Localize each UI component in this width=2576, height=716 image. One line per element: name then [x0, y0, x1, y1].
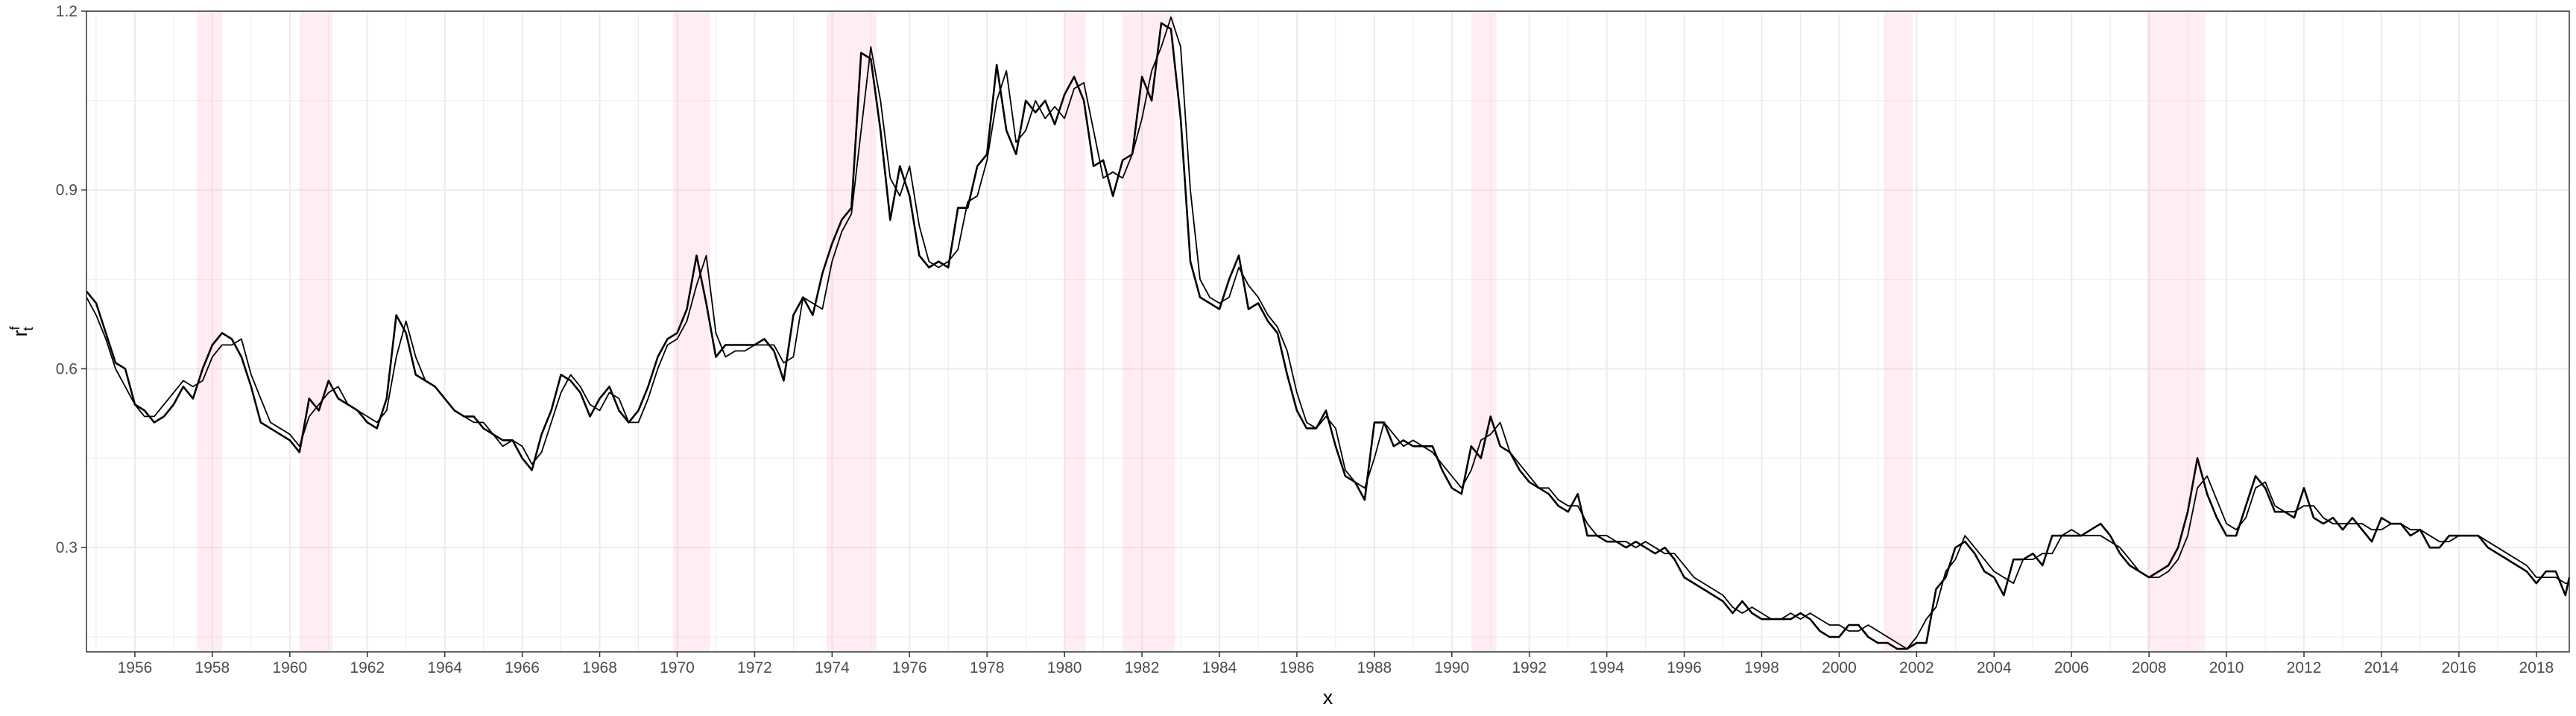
x-tick-label: 1998	[1744, 659, 1779, 676]
recession-band	[2147, 11, 2206, 652]
series-line-2	[86, 16, 2569, 650]
x-tick-label: 2014	[2364, 659, 2399, 676]
x-tick-label: 1974	[815, 659, 850, 676]
recession-band	[197, 11, 222, 652]
x-tick-label: 1962	[350, 659, 385, 676]
recession-band	[1123, 11, 1175, 652]
x-tick-label: 1982	[1125, 659, 1160, 676]
x-tick-label: 2012	[2287, 659, 2322, 676]
x-tick-label: 1976	[892, 659, 927, 676]
recession-band	[1064, 11, 1086, 652]
recession-bands	[197, 11, 2206, 652]
y-axis-title-subscript: t	[21, 327, 36, 330]
y-axis-title-main: r	[9, 330, 31, 337]
recession-band	[299, 11, 332, 652]
series-lines	[85, 16, 2571, 650]
x-tick-label: 1966	[505, 659, 540, 676]
x-tick-label: 1988	[1357, 659, 1392, 676]
recession-band	[673, 11, 710, 652]
x-tick-label: 2000	[1822, 659, 1857, 676]
x-tick-label: 2008	[2132, 659, 2167, 676]
x-tick-label: 1978	[970, 659, 1005, 676]
x-tick-label: 1958	[195, 659, 230, 676]
grid-minor	[86, 11, 2569, 652]
y-axis-title-superscript: f	[7, 326, 22, 330]
panel-border	[86, 10, 2570, 653]
x-tick-label: 1970	[660, 659, 695, 676]
x-tick-label: 2018	[2519, 659, 2554, 676]
x-tick-label: 1992	[1512, 659, 1547, 676]
y-tick-label: 0.9	[56, 182, 78, 199]
y-tick-label: 0.6	[56, 360, 78, 377]
x-tick-label: 2002	[1899, 659, 1934, 676]
y-tick-label: 1.2	[56, 3, 78, 20]
x-tick-label: 1990	[1434, 659, 1469, 676]
x-axis-title: x	[1323, 686, 1333, 709]
y-tick-label: 0.3	[56, 539, 78, 556]
x-tick-label: 1986	[1280, 659, 1315, 676]
x-tick-label: 1996	[1667, 659, 1702, 676]
x-tick-label: 1972	[737, 659, 772, 676]
x-tick-label: 1964	[427, 659, 462, 676]
x-tick-label: 1960	[272, 659, 307, 676]
x-tick-label: 1984	[1202, 659, 1237, 676]
x-tick-label: 2004	[1977, 659, 2012, 676]
y-axis-title: rft	[7, 326, 36, 337]
y-axis-ticks: 0.3 0.6 0.9 1.2	[56, 3, 86, 556]
recession-band	[826, 11, 877, 652]
recession-band	[1471, 11, 1497, 652]
x-tick-label: 1980	[1047, 659, 1082, 676]
x-tick-label: 1968	[582, 659, 617, 676]
x-axis-ticks: 1956 1958 1960 1962 1964 1966 1968 1970 1972 1974…	[118, 652, 2554, 676]
x-tick-label: 1994	[1589, 659, 1624, 676]
series-line-1	[85, 22, 2571, 650]
x-tick-label: 2016	[2442, 659, 2477, 676]
recession-band	[1884, 11, 1913, 652]
x-tick-label: 1956	[118, 659, 153, 676]
x-tick-label: 2006	[2054, 659, 2089, 676]
x-tick-label: 2010	[2209, 659, 2244, 676]
